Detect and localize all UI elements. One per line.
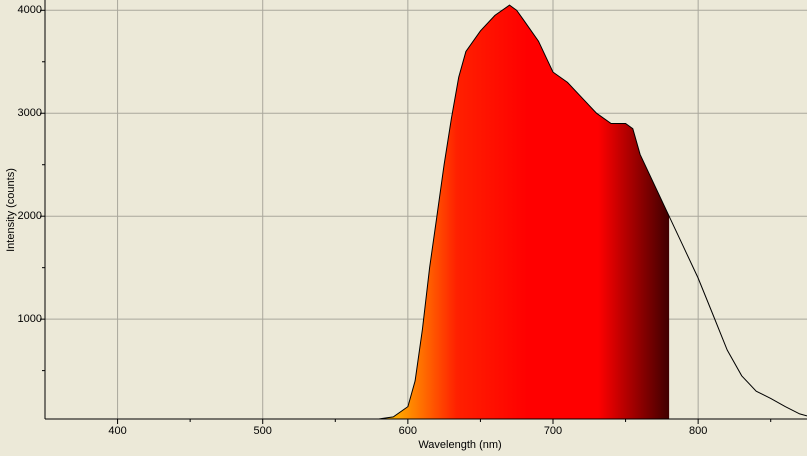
x-tick-label: 400 [108,425,126,437]
x-tick-label: 500 [254,425,272,437]
x-tick-label: 800 [689,425,707,437]
y-tick-label: 1000 [18,313,42,325]
x-tick-label: 600 [399,425,417,437]
y-tick-label: 3000 [18,107,42,119]
spectrum-fill [386,5,670,419]
x-tick-label: 700 [544,425,562,437]
y-axis-title: Intensity (counts) [5,168,17,252]
spectrum-line [45,4,807,420]
y-tick-label: 4000 [18,4,42,16]
x-axis-title: Wavelength (nm) [418,439,501,451]
y-tick-label: 2000 [18,210,42,222]
